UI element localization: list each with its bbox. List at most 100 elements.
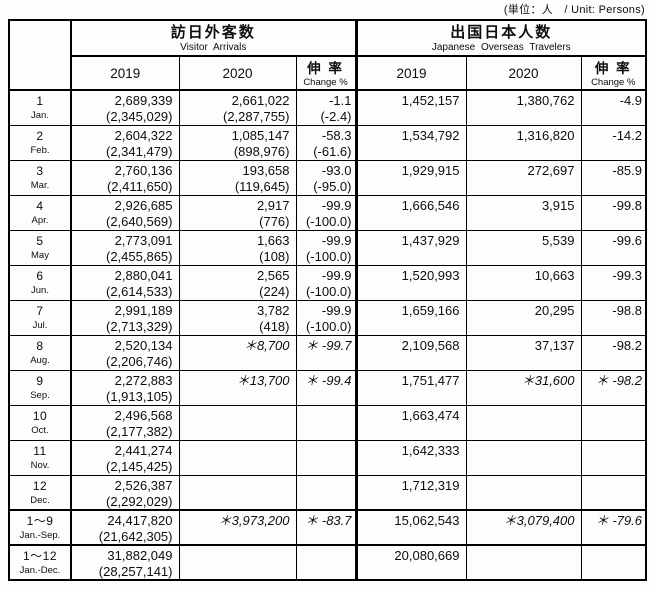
value-main: 31,882,049 bbox=[107, 548, 173, 563]
cell-visitor-change: ＊ -83.7 bbox=[295, 509, 357, 546]
value-main: 2,760,136 bbox=[114, 162, 173, 178]
table-row: 9 Sep. 2,272,883 (1,913,105) ＊13,700 ＊ -99.4 1… bbox=[8, 369, 647, 406]
month-number: 8 bbox=[36, 338, 44, 353]
month-number: 9 bbox=[36, 373, 44, 388]
cell-travelers-2020: 3,915 bbox=[465, 194, 582, 231]
month-number: 12 bbox=[32, 478, 48, 493]
travelers-2019-header: 2019 bbox=[354, 55, 467, 91]
value-previous-year: (2,614,533) bbox=[106, 283, 173, 299]
month-column-header bbox=[8, 19, 72, 91]
cell-visitor-change: -58.3 (-61.6) bbox=[295, 124, 357, 161]
month-abbreviation: Jan.-Sep. bbox=[19, 530, 61, 541]
value-previous-year: (2,345,029) bbox=[106, 109, 173, 124]
value-main: ＊8,700 bbox=[243, 337, 290, 353]
value-main: 1,316,820 bbox=[516, 127, 575, 143]
value-main bbox=[180, 441, 290, 443]
value-main: 15,062,543 bbox=[394, 513, 460, 528]
cell-visitor-2019: 2,689,339 (2,345,029) bbox=[70, 89, 180, 126]
value-main: 1,520,993 bbox=[401, 267, 460, 283]
visitor-2019-header: 2019 bbox=[70, 55, 180, 91]
cell-visitor-2020 bbox=[178, 544, 297, 581]
cell-travelers-2020: ＊3,079,400 bbox=[465, 509, 582, 546]
value-main bbox=[180, 546, 290, 548]
value-main bbox=[297, 546, 352, 548]
cell-visitor-2020: 1,663 (108) bbox=[178, 229, 297, 266]
table-row: 11 Nov. 2,441,274 (2,145,425) 1,642,333 bbox=[8, 439, 647, 476]
cell-visitor-2020: 2,661,022 (2,287,755) bbox=[178, 89, 297, 126]
month-abbreviation: Aug. bbox=[30, 354, 50, 366]
cell-travelers-2019: 1,437,929 bbox=[354, 229, 467, 266]
cell-month: 3 Mar. bbox=[8, 159, 72, 196]
visitor-change-label-jp: 伸 率 bbox=[307, 60, 344, 76]
value-previous-year: (-100.0) bbox=[305, 248, 352, 264]
value-previous-year: (-100.0) bbox=[305, 318, 352, 334]
cell-month: 11 Nov. bbox=[8, 439, 72, 476]
month-abbreviation: Jan. bbox=[31, 110, 49, 121]
travelers-change-label-en: Change % bbox=[591, 76, 636, 88]
value-main: -58.3 bbox=[321, 127, 352, 143]
cell-visitor-change bbox=[295, 544, 357, 581]
value-previous-year: (2,640,569) bbox=[106, 213, 173, 229]
value-previous-year: (2,206,746) bbox=[106, 353, 173, 369]
month-abbreviation: Sep. bbox=[30, 389, 50, 401]
cell-travelers-2019: 1,520,993 bbox=[354, 264, 467, 301]
value-main: 20,080,669 bbox=[394, 548, 460, 563]
value-main bbox=[582, 406, 643, 408]
month-number: 2 bbox=[36, 128, 44, 143]
value-main bbox=[582, 476, 643, 478]
value-main: 1,659,166 bbox=[401, 302, 460, 318]
value-main: 1,534,792 bbox=[401, 127, 460, 143]
cell-travelers-change: -99.6 bbox=[580, 229, 647, 266]
cell-travelers-change: -99.3 bbox=[580, 264, 647, 301]
japanese-travelers-title-en: Japanese Overseas Travelers bbox=[431, 41, 571, 53]
value-main: 1,437,929 bbox=[401, 232, 460, 248]
month-abbreviation: Oct. bbox=[31, 424, 49, 436]
cell-travelers-2019: 1,663,474 bbox=[354, 404, 467, 441]
cell-month: 2 Feb. bbox=[8, 124, 72, 161]
month-number: 7 bbox=[36, 303, 44, 318]
cell-visitor-change: ＊ -99.7 bbox=[295, 334, 357, 371]
value-main: 1,663,474 bbox=[401, 407, 460, 423]
cell-travelers-2020: 37,137 bbox=[465, 334, 582, 371]
cell-travelers-2020: 1,316,820 bbox=[465, 124, 582, 161]
value-previous-year: (2,177,382) bbox=[106, 423, 173, 439]
value-main: -98.8 bbox=[612, 302, 643, 318]
value-main: 1,929,915 bbox=[401, 162, 460, 178]
cell-travelers-change bbox=[580, 544, 647, 581]
value-main: 2,526,387 bbox=[114, 477, 173, 493]
tourism-statistics-table: 訪日外客数 Visitor Arrivals 出国日本人数 Japanese O… bbox=[8, 19, 648, 581]
value-main: 37,137 bbox=[534, 337, 575, 353]
cell-travelers-2019: 1,666,546 bbox=[354, 194, 467, 231]
cell-visitor-2019: 2,441,274 (2,145,425) bbox=[70, 439, 180, 476]
travelers-change-header: 伸 率 Change % bbox=[580, 55, 647, 91]
cell-travelers-2019: 1,751,477 bbox=[354, 369, 467, 406]
value-main: 2,773,091 bbox=[114, 232, 173, 248]
value-previous-year: (28,257,141) bbox=[98, 564, 173, 579]
month-abbreviation: Jun. bbox=[31, 284, 49, 296]
value-previous-year: (108) bbox=[259, 248, 290, 264]
value-main: ＊ -98.2 bbox=[595, 372, 643, 388]
value-main: 2,496,568 bbox=[114, 407, 173, 423]
value-main bbox=[467, 441, 575, 443]
month-number: 4 bbox=[36, 198, 44, 213]
month-abbreviation: Apr. bbox=[31, 214, 49, 226]
cell-visitor-2019: 2,991,189 (2,713,329) bbox=[70, 299, 180, 336]
value-previous-year: (-61.6) bbox=[313, 143, 352, 159]
value-main: -98.2 bbox=[612, 337, 643, 353]
visitor-2020-header: 2020 bbox=[178, 55, 297, 91]
value-main: 1,380,762 bbox=[516, 93, 575, 108]
month-number: 1～12 bbox=[22, 549, 58, 563]
value-main: 193,658 bbox=[242, 162, 290, 178]
table-row: 3 Mar. 2,760,136 (2,411,650) 193,658 (119,645… bbox=[8, 159, 647, 196]
value-main: -99.6 bbox=[612, 232, 643, 248]
value-previous-year: (2,455,865) bbox=[106, 248, 173, 264]
month-number: 10 bbox=[32, 408, 48, 423]
value-previous-year: (898,976) bbox=[233, 143, 290, 159]
cell-visitor-2020: 2,565 (224) bbox=[178, 264, 297, 301]
value-main: 272,697 bbox=[527, 162, 575, 178]
table-row: 8 Aug. 2,520,134 (2,206,746) ＊8,700 ＊ -99.7 2,… bbox=[8, 334, 647, 371]
value-previous-year: (2,287,755) bbox=[223, 109, 290, 124]
value-main: -14.2 bbox=[612, 127, 643, 143]
cell-month: 1～12 Jan.-Dec. bbox=[8, 544, 72, 581]
value-main: -99.8 bbox=[612, 197, 643, 213]
